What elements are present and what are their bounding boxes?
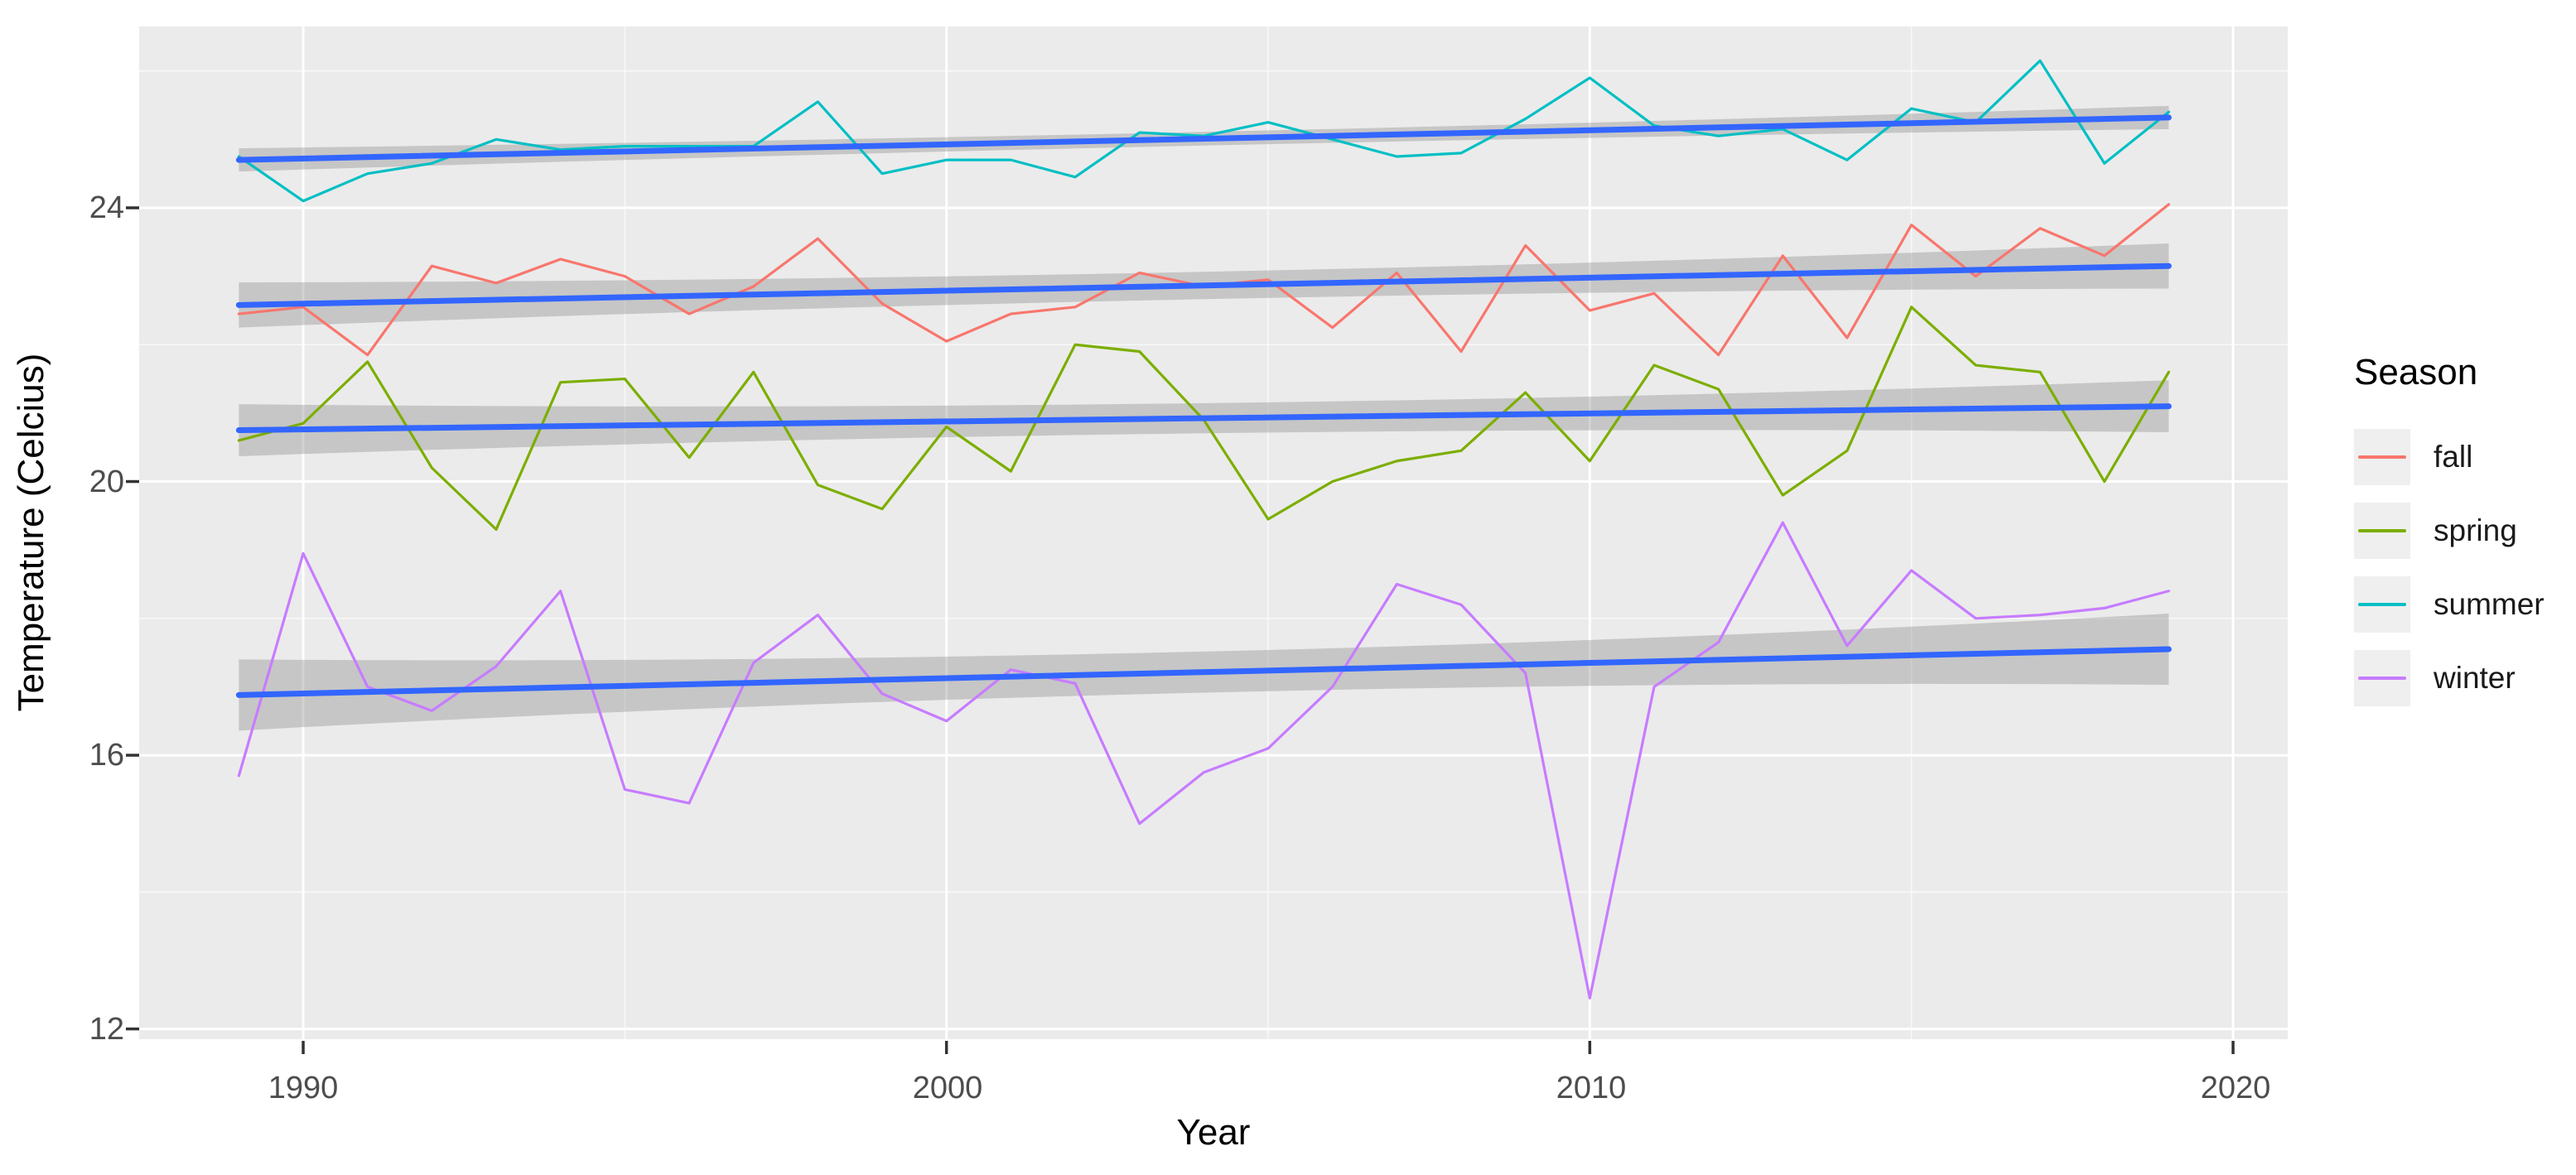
legend-label-spring: spring <box>2434 513 2517 547</box>
legend-item-summer: summer <box>2354 576 2576 633</box>
y-tick-label-16: 16 <box>89 738 124 773</box>
y-axis-title: Temperature (Celcius) <box>11 353 51 712</box>
legend-key-fall <box>2354 429 2410 485</box>
trend-line-fall <box>235 262 2172 308</box>
x-axis-title: Year <box>1176 1112 1251 1153</box>
winter-line-swatch-icon <box>2358 677 2406 680</box>
fall-line-swatch-icon <box>2358 455 2406 459</box>
legend-label-summer: summer <box>2434 587 2545 621</box>
x-tick-label-2020: 2020 <box>2200 1071 2271 1105</box>
y-tick-label-20: 20 <box>89 465 124 499</box>
x-tick-label-2000: 2000 <box>912 1071 983 1105</box>
trend-line-winter <box>235 646 2172 698</box>
series-line-winter <box>237 521 2170 1000</box>
legend-item-fall: fall <box>2354 429 2576 485</box>
trend-line-spring <box>235 403 2172 434</box>
panel-background <box>139 26 2288 1039</box>
legend-title: Season <box>2354 352 2478 392</box>
x-tick-label-1990: 1990 <box>268 1071 339 1105</box>
legend-key-spring <box>2354 503 2410 559</box>
legend: Season fall spring summer winter <box>2354 351 2576 724</box>
legend-label-fall: fall <box>2434 440 2473 474</box>
legend-label-winter: winter <box>2434 661 2516 695</box>
legend-item-winter: winter <box>2354 650 2576 706</box>
legend-key-summer <box>2354 576 2410 633</box>
x-tick-label-2010: 2010 <box>1556 1071 1627 1105</box>
legend-key-winter <box>2354 650 2410 706</box>
summer-line-swatch-icon <box>2358 603 2406 606</box>
legend-item-spring: spring <box>2354 503 2576 559</box>
trend-line-summer <box>235 114 2172 163</box>
y-tick-label-12: 12 <box>89 1012 124 1047</box>
spring-line-swatch-icon <box>2358 529 2406 532</box>
y-tick-label-24: 24 <box>89 190 124 225</box>
